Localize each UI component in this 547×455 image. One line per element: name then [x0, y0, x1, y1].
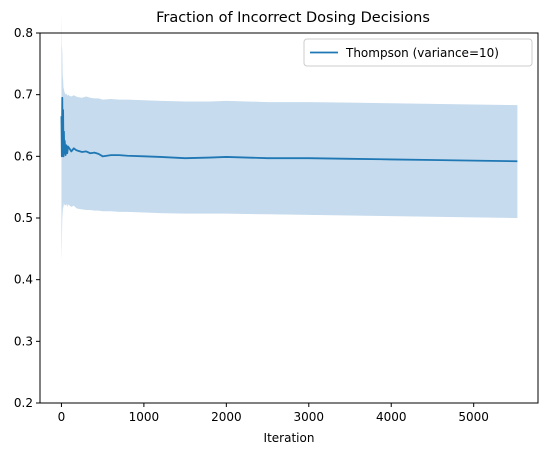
legend: Thompson (variance=10): [303, 38, 533, 67]
y-tick-label: 0.2: [14, 396, 33, 410]
x-tick-label: 3000: [294, 410, 325, 424]
x-axis-ticks: 0 1000 2000 3000 4000 5000: [58, 403, 489, 424]
x-tick-label: 1000: [129, 410, 160, 424]
y-tick-label: 0.5: [14, 211, 33, 225]
y-tick-label: 0.6: [14, 149, 33, 163]
y-tick-label: 0.4: [14, 273, 33, 287]
x-tick-label: 2000: [211, 410, 242, 424]
legend-label-thompson: Thompson (variance=10): [345, 46, 499, 60]
confidence-band: [61, 14, 518, 262]
series-line-thompson: [60, 96, 518, 163]
y-tick-label: 0.8: [14, 26, 33, 40]
y-tick-label: 0.3: [14, 334, 33, 348]
x-tick-label: 5000: [458, 410, 489, 424]
x-axis-label: Iteration: [264, 431, 315, 445]
x-tick-label: 0: [58, 410, 66, 424]
plot-area-frame: [39, 32, 539, 404]
y-tick-label: 0.7: [14, 88, 33, 102]
x-tick-label: 4000: [376, 410, 407, 424]
y-axis-ticks: 0.2 0.3 0.4 0.5 0.6 0.7 0.8: [14, 26, 40, 410]
series-line-layer: [60, 96, 518, 163]
chart-title: Fraction of Incorrect Dosing Decisions: [156, 10, 430, 26]
legend-box: [303, 38, 533, 67]
confidence-band-layer: [61, 14, 518, 262]
